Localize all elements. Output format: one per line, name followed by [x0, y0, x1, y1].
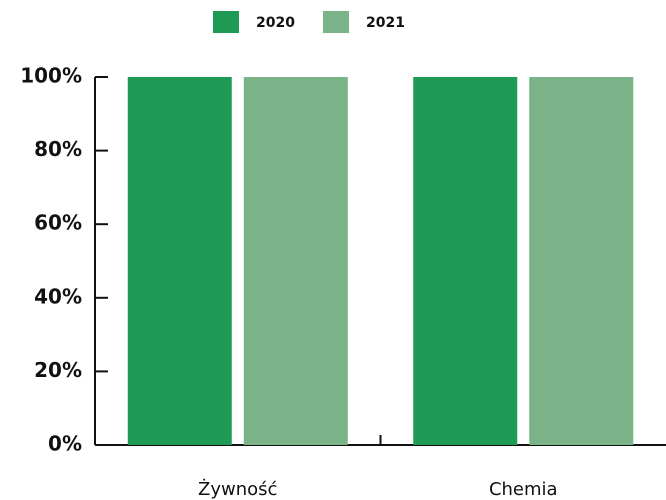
- bar: [529, 77, 634, 445]
- legend-label: 2021: [366, 15, 405, 31]
- legend-swatch: [323, 11, 349, 33]
- x-tick-label: Chemia: [489, 479, 558, 500]
- bar: [243, 77, 348, 445]
- bar: [127, 77, 232, 445]
- y-tick-label: 40%: [34, 284, 82, 308]
- y-tick-label: 80%: [34, 137, 82, 161]
- bar: [413, 77, 518, 445]
- y-tick-label: 100%: [20, 64, 82, 88]
- y-tick-label: 20%: [34, 358, 82, 382]
- x-tick-label: Żywność: [198, 479, 277, 500]
- legend-swatch: [213, 11, 239, 33]
- legend-label: 2020: [256, 15, 295, 31]
- y-tick-label: 60%: [34, 211, 82, 235]
- y-tick-label: 0%: [48, 432, 82, 456]
